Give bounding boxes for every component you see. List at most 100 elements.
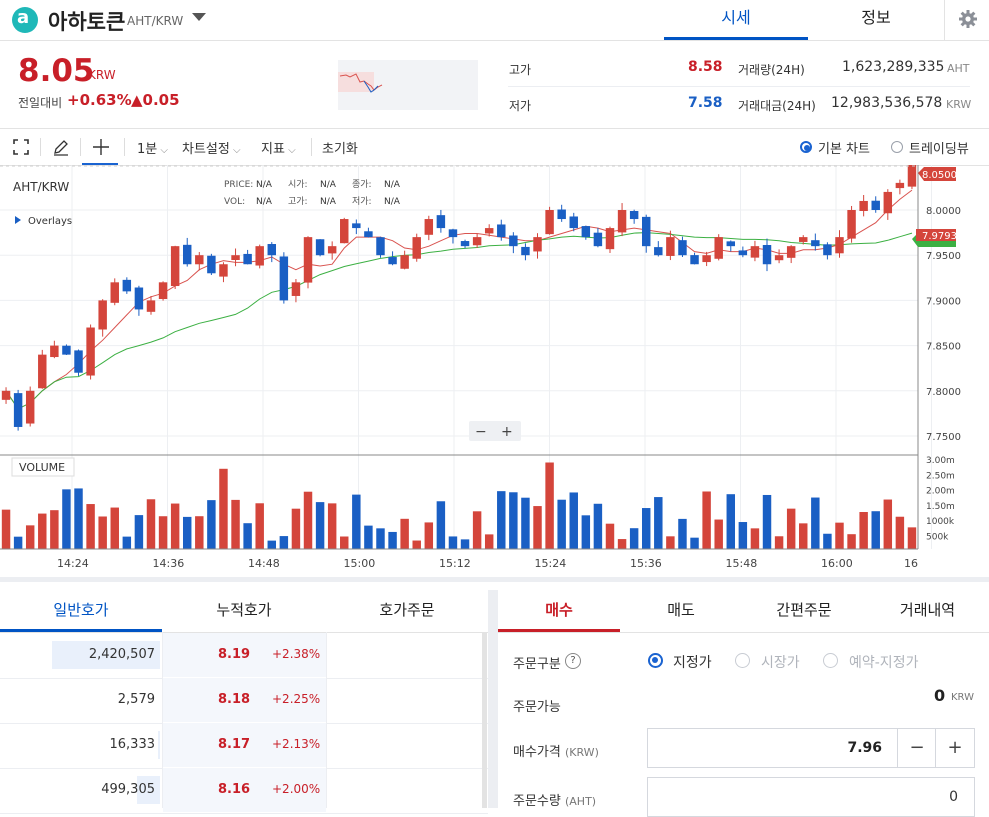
orderbook-price[interactable]: 8.17 bbox=[218, 737, 251, 752]
candle-body bbox=[557, 209, 566, 220]
reset-button[interactable]: 초기화 bbox=[322, 142, 358, 157]
volume-bar bbox=[219, 468, 228, 549]
orderbook-row[interactable]: 16,333 8.17 +2.13% bbox=[0, 723, 488, 769]
basic-chart-radio[interactable] bbox=[800, 141, 812, 153]
buy-price-value[interactable]: 7.96 bbox=[847, 740, 882, 756]
orderbook-qty: 16,333 bbox=[109, 737, 156, 752]
limit-order-radio[interactable] bbox=[648, 653, 663, 668]
time-axis-tick: 15:48 bbox=[726, 557, 758, 570]
tab-general-orderbook[interactable]: 일반호가 bbox=[0, 590, 162, 632]
price-axis-tick: 8.0000 bbox=[926, 206, 961, 217]
volume-bar bbox=[847, 534, 856, 549]
candle-body bbox=[388, 257, 397, 265]
candle-body bbox=[195, 255, 204, 265]
coin-name[interactable]: 아하토큰 bbox=[48, 10, 126, 34]
basic-chart-label[interactable]: 기본 차트 bbox=[818, 142, 870, 157]
zoom-out-button[interactable]: − bbox=[475, 424, 487, 440]
order-qty-field[interactable]: 0 bbox=[647, 777, 975, 817]
reserved-limit-radio[interactable] bbox=[823, 653, 838, 668]
tab-market-price[interactable]: 시세 bbox=[664, 0, 808, 40]
tab-buy[interactable]: 매수 bbox=[498, 590, 620, 632]
candle-body bbox=[509, 235, 518, 247]
orderbook-row[interactable]: 2,420,507 8.19 +2.38% bbox=[0, 633, 488, 679]
volume-bar bbox=[195, 516, 204, 549]
price-decrease-button[interactable]: − bbox=[897, 729, 936, 767]
tab-cumulative-orderbook[interactable]: 누적호가 bbox=[216, 601, 272, 619]
orderbook-column-divider bbox=[162, 632, 163, 808]
volume-bar bbox=[521, 497, 530, 549]
volume-bar bbox=[291, 508, 301, 549]
indicators-menu[interactable]: 지표 ⌵ bbox=[261, 138, 296, 157]
tab-simple-order[interactable]: 간편주문 bbox=[776, 601, 832, 619]
buy-price-field[interactable]: 7.96 − + bbox=[647, 728, 975, 768]
orderbook-price[interactable]: 8.19 bbox=[218, 647, 251, 662]
open-legend-value: N/A bbox=[320, 180, 337, 190]
candle-body bbox=[702, 255, 711, 263]
high-value: 8.58 bbox=[688, 59, 723, 75]
volume-bar bbox=[629, 528, 639, 549]
orderbook-row[interactable]: 499,305 8.16 +2.00% bbox=[0, 768, 488, 814]
tab-orderbook-order[interactable]: 호가주문 bbox=[379, 601, 435, 619]
time-axis-tick: 15:12 bbox=[439, 557, 471, 570]
amount-unit: KRW bbox=[946, 98, 972, 111]
volume-bar bbox=[859, 511, 868, 549]
price-chart[interactable]: 8.0000 7.9500 7.9000 7.8500 7.8000 7.7500 14:2… bbox=[0, 165, 989, 575]
candle-body bbox=[207, 255, 216, 274]
volume-title: VOLUME bbox=[19, 461, 65, 474]
candle-body bbox=[327, 246, 337, 254]
candle-body bbox=[883, 191, 893, 214]
zoom-in-button[interactable]: + bbox=[501, 424, 513, 440]
tradingview-radio[interactable] bbox=[891, 141, 903, 153]
candle-body bbox=[74, 350, 83, 373]
overlays-label[interactable]: Overlays bbox=[28, 216, 72, 227]
volume-bar bbox=[569, 492, 578, 549]
volume-bar bbox=[146, 499, 156, 549]
orderbook-column-divider bbox=[326, 632, 327, 808]
orderbook-row[interactable]: 2,579 8.18 +2.25% bbox=[0, 678, 488, 724]
market-order-label[interactable]: 시장가 bbox=[761, 655, 800, 671]
chart-symbol: AHT/KRW bbox=[13, 180, 69, 194]
ma-tag: 7.9793 bbox=[912, 229, 957, 247]
volume-bar bbox=[243, 523, 252, 549]
coin-dropdown-caret-icon[interactable] bbox=[192, 13, 206, 21]
orderbook-price[interactable]: 8.18 bbox=[218, 692, 251, 707]
reserved-limit-label[interactable]: 예약-지정가 bbox=[849, 655, 919, 671]
candle-body bbox=[823, 244, 832, 256]
interval-select[interactable]: 1분 ⌵ bbox=[137, 138, 168, 157]
volume-bar bbox=[690, 537, 699, 549]
coin-logo: a bbox=[12, 7, 38, 33]
time-axis-tick: 15:36 bbox=[630, 557, 662, 570]
candle-body bbox=[533, 237, 542, 252]
candle-body bbox=[690, 255, 699, 265]
candle-body bbox=[231, 255, 240, 261]
volume-bar bbox=[509, 492, 518, 549]
tradingview-label[interactable]: 트레이딩뷰 bbox=[909, 142, 969, 157]
volume-bar bbox=[207, 500, 216, 549]
chart-settings-menu[interactable]: 차트설정 ⌵ bbox=[182, 138, 241, 157]
market-order-radio[interactable] bbox=[735, 653, 750, 668]
tab-info[interactable]: 정보 bbox=[861, 8, 891, 27]
candle-body bbox=[569, 216, 578, 229]
time-axis-tick: 15:24 bbox=[535, 557, 567, 570]
time-axis-tick: 16:00 bbox=[821, 557, 853, 570]
orderbook-scrollbar[interactable] bbox=[482, 632, 487, 808]
order-qty-value[interactable]: 0 bbox=[949, 789, 958, 805]
volume-bar bbox=[472, 511, 482, 549]
tab-trade-history[interactable]: 거래내역 bbox=[899, 601, 956, 619]
fullscreen-icon[interactable] bbox=[13, 139, 29, 155]
volume-bar bbox=[835, 522, 844, 549]
volume-bar bbox=[666, 536, 675, 549]
candle-body bbox=[460, 241, 470, 247]
overlays-toggle-icon[interactable] bbox=[15, 216, 21, 224]
help-icon[interactable]: ? bbox=[565, 653, 581, 669]
orderbook-price[interactable]: 8.16 bbox=[218, 782, 251, 797]
candle-body bbox=[629, 211, 639, 220]
tab-sell[interactable]: 매도 bbox=[667, 601, 695, 619]
candle-body bbox=[279, 256, 289, 301]
crosshair-icon[interactable] bbox=[92, 138, 110, 156]
coin-pair[interactable]: AHT/KRW bbox=[127, 14, 184, 28]
price-increase-button[interactable]: + bbox=[935, 729, 974, 767]
pencil-icon[interactable] bbox=[52, 138, 70, 156]
settings-button[interactable] bbox=[944, 0, 989, 40]
limit-order-label[interactable]: 지정가 bbox=[673, 655, 712, 671]
